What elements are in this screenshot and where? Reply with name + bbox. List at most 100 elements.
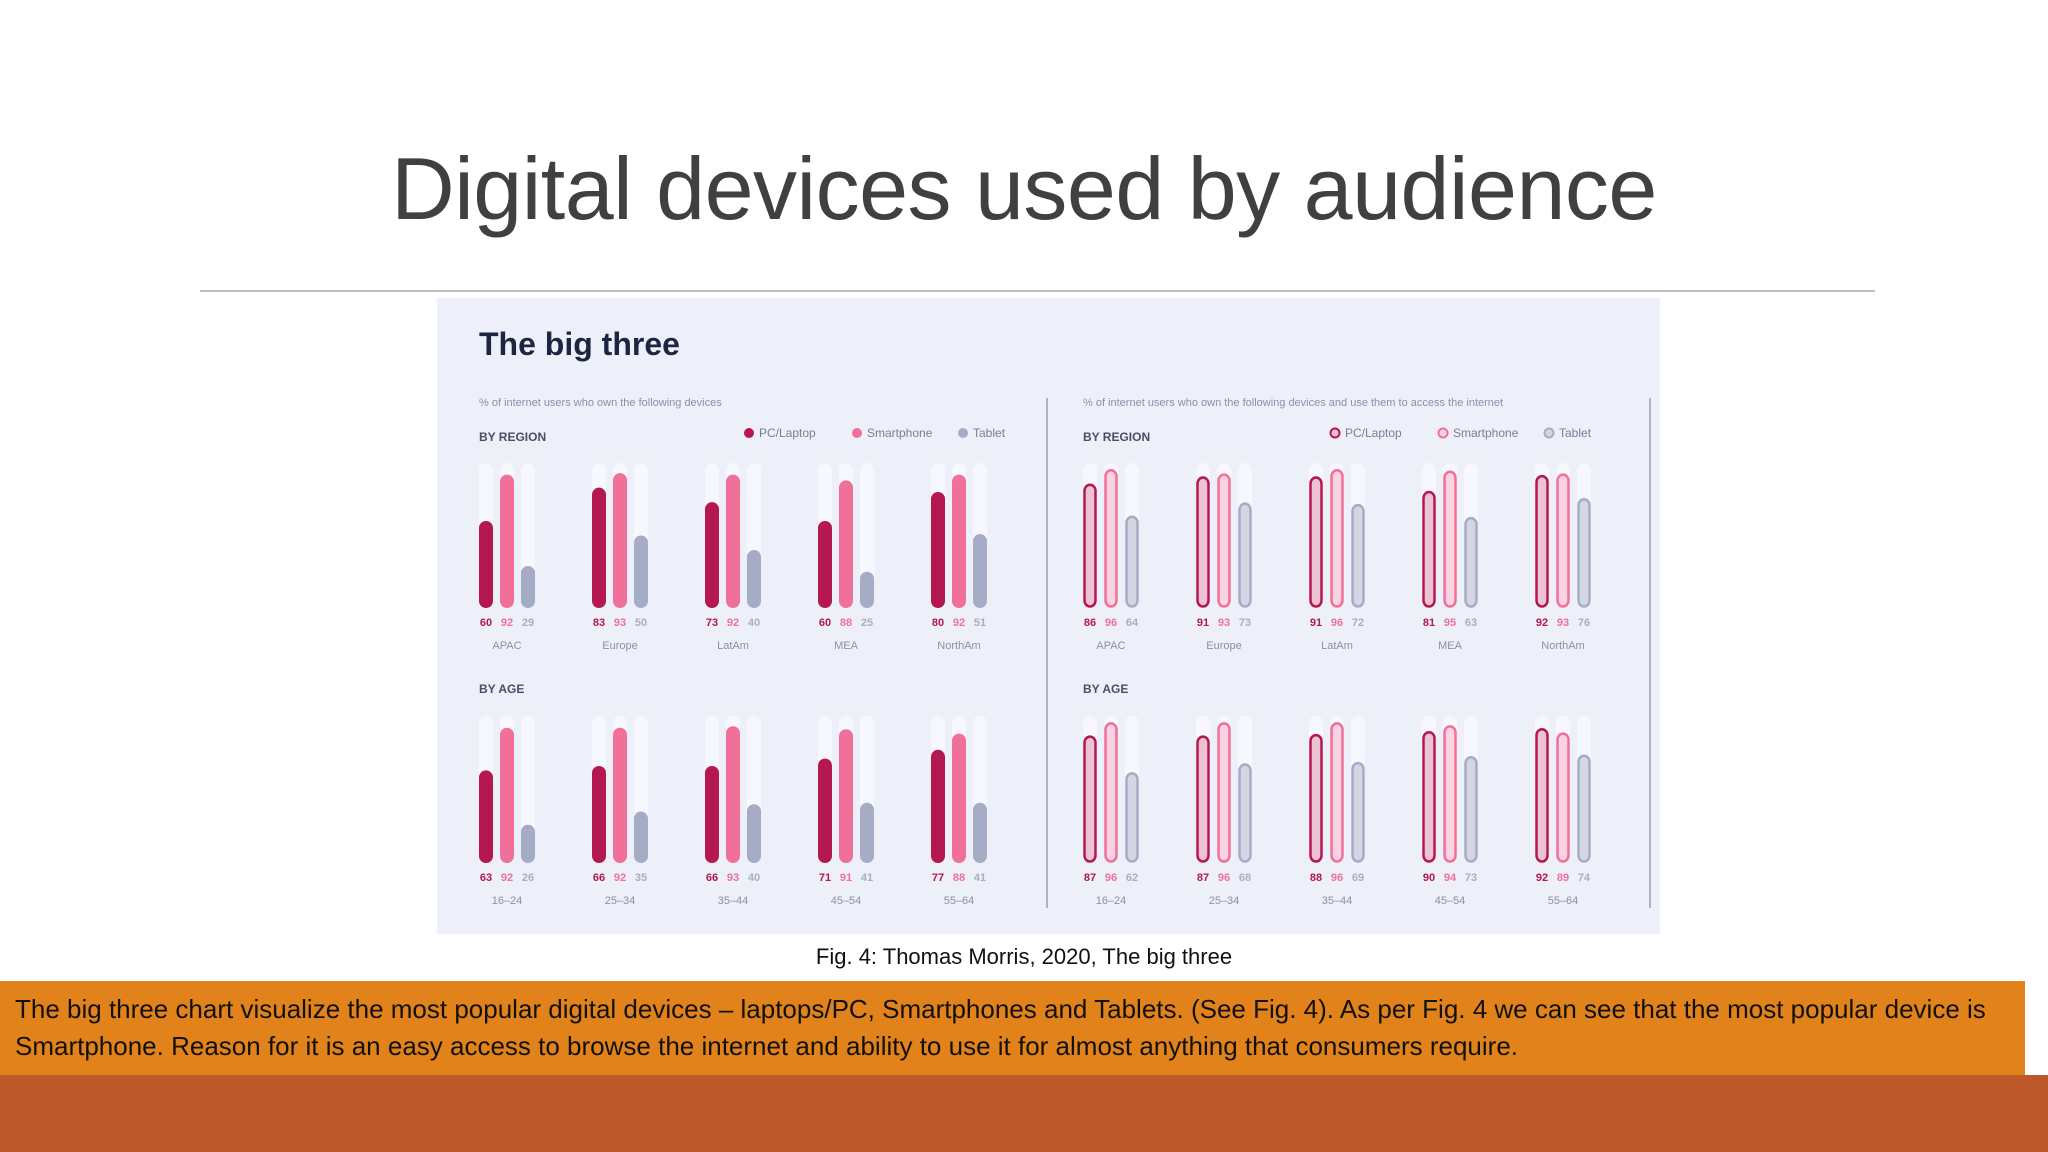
data-label: 92 xyxy=(614,872,626,884)
category-label: LatAm xyxy=(717,640,749,652)
data-label: 88 xyxy=(953,872,965,884)
bar xyxy=(931,492,945,608)
category-label: NorthAm xyxy=(937,640,980,652)
bar xyxy=(1577,754,1591,863)
data-label: 92 xyxy=(1536,617,1548,629)
bar xyxy=(1309,476,1323,608)
bar xyxy=(479,521,493,608)
bar xyxy=(1443,470,1457,608)
category-label: 25–34 xyxy=(1209,895,1240,907)
legend-label: Tablet xyxy=(1559,426,1592,440)
bar xyxy=(1464,516,1478,608)
bar xyxy=(747,550,761,608)
legend-swatch xyxy=(1543,427,1555,439)
legend-swatch xyxy=(1329,427,1341,439)
bar xyxy=(1422,490,1436,608)
data-label: 83 xyxy=(593,617,605,629)
data-label: 94 xyxy=(1444,872,1457,884)
data-label: 69 xyxy=(1352,872,1364,884)
data-label: 76 xyxy=(1578,617,1590,629)
data-label: 89 xyxy=(1557,872,1569,884)
data-label: 86 xyxy=(1084,617,1096,629)
bar xyxy=(705,502,719,608)
bar xyxy=(634,535,648,608)
bar xyxy=(860,802,874,863)
bar xyxy=(1217,722,1231,863)
bar xyxy=(1535,474,1549,608)
category-label: APAC xyxy=(1096,640,1125,652)
data-label: 96 xyxy=(1218,872,1230,884)
data-label: 96 xyxy=(1105,872,1117,884)
bar xyxy=(592,487,606,608)
data-label: 40 xyxy=(748,872,760,884)
group-label: BY AGE xyxy=(479,682,524,696)
category-label: 25–34 xyxy=(605,895,636,907)
data-label: 60 xyxy=(480,617,492,629)
panel-subtitle: % of internet users who own the followin… xyxy=(1083,397,1503,409)
data-label: 88 xyxy=(840,617,852,629)
bar xyxy=(634,811,648,863)
bar xyxy=(952,474,966,608)
bar xyxy=(1238,763,1252,863)
data-label: 87 xyxy=(1084,872,1096,884)
legend-swatch xyxy=(852,428,862,438)
bar xyxy=(521,824,535,863)
bar xyxy=(1217,473,1231,608)
bar xyxy=(860,571,874,608)
bar xyxy=(613,473,627,608)
data-label: 92 xyxy=(501,872,513,884)
category-label: Europe xyxy=(1206,640,1241,652)
footer-band xyxy=(0,1075,2048,1152)
data-label: 40 xyxy=(748,617,760,629)
data-label: 93 xyxy=(727,872,739,884)
data-label: 80 xyxy=(932,617,944,629)
data-label: 66 xyxy=(706,872,718,884)
bar xyxy=(1104,722,1118,863)
bar xyxy=(500,727,514,863)
bar xyxy=(1330,722,1344,863)
category-label: 55–64 xyxy=(1548,895,1579,907)
bar xyxy=(931,749,945,863)
data-label: 87 xyxy=(1197,872,1209,884)
category-label: APAC xyxy=(492,640,521,652)
data-label: 73 xyxy=(706,617,718,629)
bar xyxy=(705,765,719,863)
bar xyxy=(818,758,832,863)
data-label: 96 xyxy=(1331,617,1343,629)
bar xyxy=(747,804,761,863)
category-label: 45–54 xyxy=(831,895,862,907)
data-label: 63 xyxy=(480,872,492,884)
data-label: 91 xyxy=(1310,617,1322,629)
data-label: 81 xyxy=(1423,617,1435,629)
panel-subtitle: % of internet users who own the followin… xyxy=(479,397,722,409)
category-label: MEA xyxy=(834,640,859,652)
data-label: 72 xyxy=(1352,617,1364,629)
data-label: 93 xyxy=(1557,617,1569,629)
legend-label: Smartphone xyxy=(1453,426,1519,440)
data-label: 35 xyxy=(635,872,647,884)
bar xyxy=(973,802,987,863)
legend-swatch xyxy=(958,428,968,438)
bar xyxy=(1464,755,1478,863)
bar xyxy=(1125,772,1139,863)
data-label: 25 xyxy=(861,617,873,629)
slide-title: Digital devices used by audience xyxy=(391,139,1657,238)
bar xyxy=(726,474,740,608)
data-label: 60 xyxy=(819,617,831,629)
category-label: 16–24 xyxy=(1096,895,1127,907)
title-divider xyxy=(200,290,1875,292)
category-label: 16–24 xyxy=(492,895,523,907)
bar xyxy=(1309,733,1323,863)
data-label: 73 xyxy=(1239,617,1251,629)
bar xyxy=(1556,473,1570,608)
bar xyxy=(592,765,606,863)
data-label: 62 xyxy=(1126,872,1138,884)
bar xyxy=(726,726,740,863)
bar xyxy=(973,534,987,608)
bar xyxy=(1556,732,1570,863)
bar xyxy=(1443,725,1457,863)
data-label: 77 xyxy=(932,872,944,884)
category-label: 45–54 xyxy=(1435,895,1466,907)
bar xyxy=(1330,469,1344,608)
bar xyxy=(1125,515,1139,608)
